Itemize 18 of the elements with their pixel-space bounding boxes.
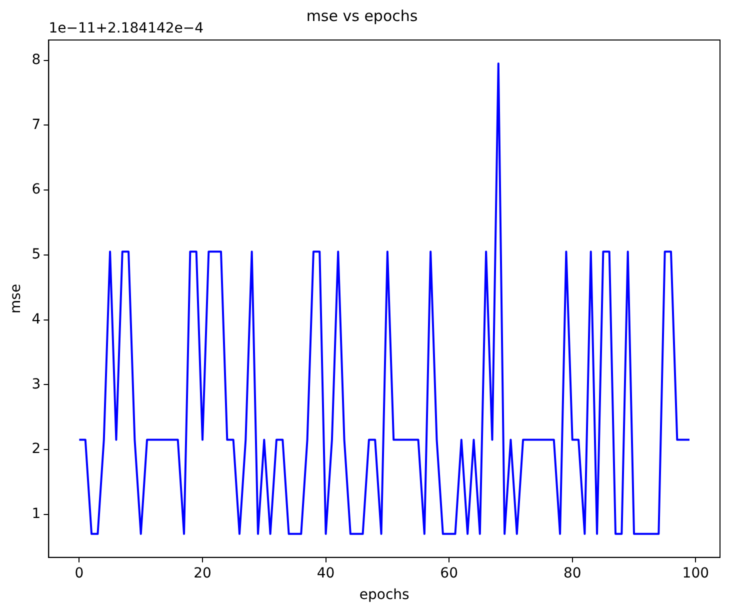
x-tick-label: 100: [682, 565, 710, 582]
y-tick-label: 8: [32, 52, 41, 68]
x-tick-label: 60: [440, 565, 458, 582]
x-tick-label: 40: [316, 565, 335, 582]
chart-title: mse vs epochs: [306, 6, 418, 25]
y-tick-label: 5: [32, 246, 41, 263]
x-tick-label: 20: [194, 565, 212, 582]
text: 1e−11+2.184142e−4: [48, 20, 204, 37]
x-tick-label: 0: [74, 565, 84, 582]
y-axis-title: mse: [8, 284, 24, 314]
y-tick-label: 1: [32, 506, 41, 522]
y-tick-label: 2: [32, 441, 41, 458]
y-tick-label: 7: [32, 116, 41, 133]
y-tick-label: 3: [32, 376, 41, 392]
y-tick-label: 6: [32, 182, 41, 198]
y-tick-label: 4: [32, 311, 41, 328]
x-tick-label: 80: [563, 565, 582, 582]
x-axis-title: epochs: [359, 587, 410, 604]
